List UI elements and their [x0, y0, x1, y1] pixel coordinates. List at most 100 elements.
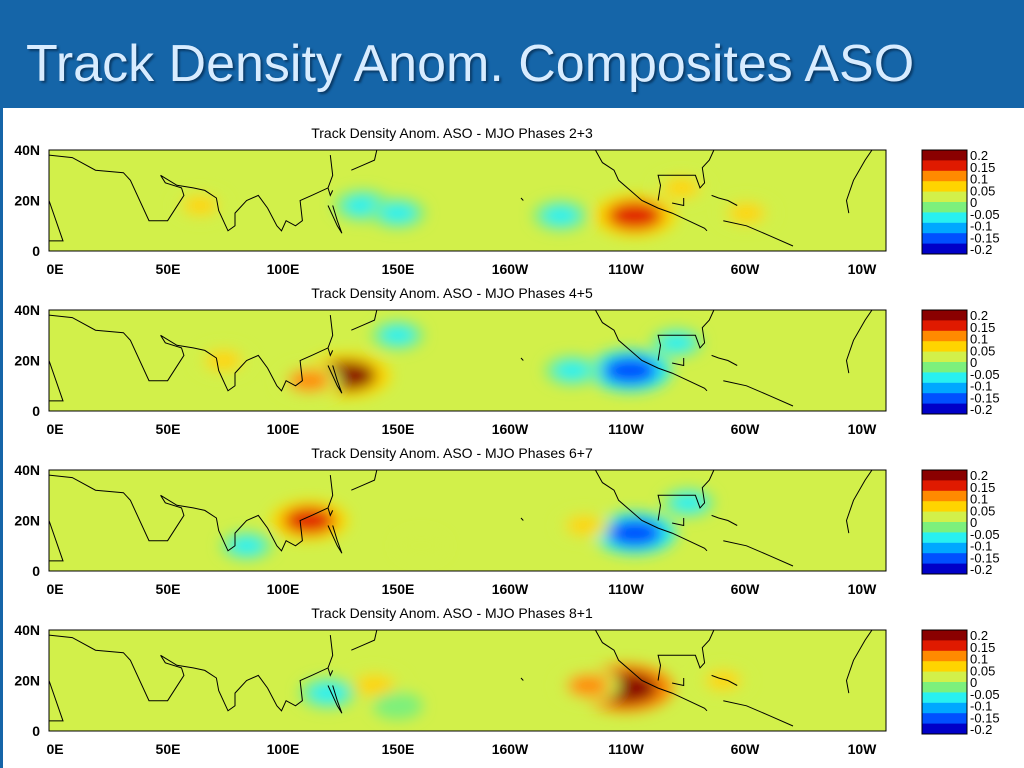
colorbar-label: -0.2: [970, 242, 992, 257]
colorbar-segment: [922, 692, 967, 704]
anomaly-blob: [288, 369, 331, 392]
colorbar-label: 0.1: [970, 172, 988, 187]
y-tick-label: 40N: [14, 462, 40, 478]
colorbar-segment: [922, 702, 967, 714]
x-tick-label: 10W: [848, 581, 878, 597]
anomaly-blob: [659, 333, 695, 353]
x-tick-label: 10W: [848, 741, 878, 757]
chart-title: Track Density Anom. ASO - MJO Phases 2+3: [311, 125, 593, 141]
colorbar-segment: [922, 713, 967, 725]
x-tick-label: 0E: [46, 581, 63, 597]
coastline: [49, 634, 334, 712]
colorbar-label: 0.15: [970, 320, 995, 335]
colorbar-segment: [922, 330, 967, 342]
coastline: [657, 310, 715, 361]
slide-title: Track Density Anom. Composites ASO: [26, 35, 915, 93]
colorbar-segment: [922, 470, 967, 481]
coastline: [327, 347, 334, 357]
colorbar-segment: [922, 532, 967, 544]
anomaly-blob: [283, 507, 336, 534]
colorbar-segment: [922, 160, 967, 172]
colorbar-segment: [922, 563, 967, 575]
x-tick-label: 0E: [46, 421, 63, 437]
colorbar-label: -0.15: [970, 390, 1000, 405]
colorbar-segment: [922, 310, 967, 321]
coastline: [711, 674, 738, 686]
x-tick-label: 60W: [731, 581, 761, 597]
coastline: [49, 154, 334, 232]
coastline: [327, 507, 334, 517]
x-tick-label: 100E: [267, 741, 300, 757]
map-background: [49, 310, 886, 411]
slide-title-bar: Track Density Anom. Composites ASO: [0, 0, 1024, 108]
colorbar-segment: [922, 202, 967, 213]
y-tick-label: 0: [32, 403, 40, 419]
coastline: [723, 380, 794, 407]
colorbar-label: -0.2: [970, 562, 992, 577]
anomaly-blob: [567, 674, 610, 697]
colorbar-label: 0.1: [970, 652, 988, 667]
colorbar-label: 0.2: [970, 308, 988, 323]
colorbar-label: -0.05: [970, 687, 1000, 702]
x-tick-label: 150E: [382, 421, 415, 437]
heatmap-panel-4: Track Density Anom. ASO - MJO Phases 8+1…: [0, 600, 1024, 760]
anomaly-blob: [662, 177, 700, 198]
colorbar-frame: [921, 469, 968, 575]
x-tick-label: 160W: [492, 741, 529, 757]
coastline: [594, 630, 708, 712]
y-tick-label: 20N: [14, 673, 40, 689]
colorbar-label: 0: [970, 515, 977, 530]
colorbar-label: -0.2: [970, 722, 992, 737]
coastline: [845, 630, 873, 694]
heatmap-panel-1: Track Density Anom. ASO - MJO Phases 2+3…: [0, 120, 1024, 280]
colorbar-segment: [922, 522, 967, 533]
colorbar-label: 0.15: [970, 640, 995, 655]
x-tick-label: 160W: [492, 421, 529, 437]
colorbar-label: 0.1: [970, 492, 988, 507]
coastline: [671, 198, 685, 207]
colorbar-label: -0.2: [970, 402, 992, 417]
colorbar-segment: [922, 650, 967, 662]
x-tick-label: 60W: [731, 741, 761, 757]
colorbar-label: -0.1: [970, 699, 992, 714]
colorbar-label: -0.15: [970, 230, 1000, 245]
coastline: [49, 360, 64, 402]
coastline: [723, 220, 794, 247]
heatmap-chart-2: Track Density Anom. ASO - MJO Phases 4+5…: [14, 285, 1000, 437]
coastline: [671, 358, 685, 367]
coastline: [711, 354, 738, 366]
chart-title: Track Density Anom. ASO - MJO Phases 4+5: [311, 285, 593, 301]
coastline: [327, 685, 343, 714]
coastline: [671, 678, 685, 687]
x-tick-label: 50E: [156, 421, 181, 437]
coastline: [327, 667, 334, 677]
colorbar-label: -0.1: [970, 219, 992, 234]
coastline: [723, 540, 794, 567]
colorbar-label: 0.1: [970, 332, 988, 347]
chart-title: Track Density Anom. ASO - MJO Phases 6+7: [311, 445, 593, 461]
coastline: [49, 200, 64, 242]
colorbar-label: -0.15: [970, 710, 1000, 725]
x-tick-label: 150E: [382, 741, 415, 757]
x-tick-label: 110W: [608, 261, 645, 277]
heatmap-panel-2: Track Density Anom. ASO - MJO Phases 4+5…: [0, 280, 1024, 440]
colorbar-segment: [922, 382, 967, 394]
coastline: [327, 205, 343, 234]
x-tick-label: 160W: [492, 261, 529, 277]
colorbar-segment: [922, 150, 967, 161]
colorbar-label: 0: [970, 675, 977, 690]
colorbar-segment: [922, 723, 967, 735]
coastline: [49, 314, 334, 392]
coastline: [845, 310, 873, 374]
colorbar-segment: [922, 640, 967, 652]
colorbar-segment: [922, 191, 967, 203]
x-tick-label: 160W: [492, 581, 529, 597]
anomaly-blob: [602, 356, 658, 385]
coastline: [351, 150, 378, 171]
colorbar-label: 0.05: [970, 503, 995, 518]
anomaly-blob: [728, 203, 765, 224]
map-frame: [48, 309, 887, 412]
x-tick-label: 110W: [608, 741, 645, 757]
coastline: [711, 514, 738, 526]
colorbar-label: 0: [970, 195, 977, 210]
